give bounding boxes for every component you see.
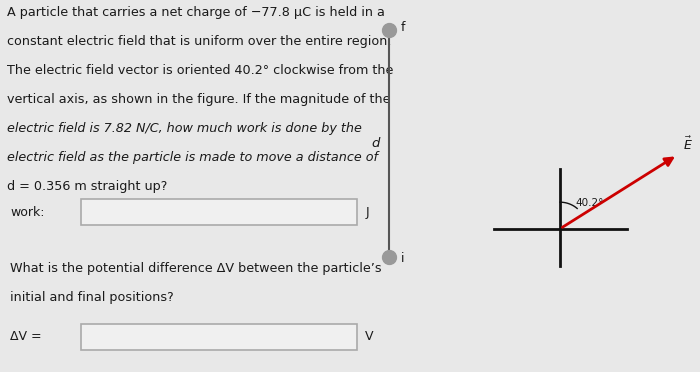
Text: What is the potential difference ΔV between the particle’s: What is the potential difference ΔV betw… — [10, 262, 382, 275]
FancyBboxPatch shape — [80, 324, 357, 350]
Text: J: J — [365, 206, 369, 218]
FancyBboxPatch shape — [80, 199, 357, 225]
Text: ΔV =: ΔV = — [10, 330, 42, 343]
Text: constant electric field that is uniform over the entire region.: constant electric field that is uniform … — [7, 35, 391, 48]
Text: The electric field vector is oriented 40.2° clockwise from the: The electric field vector is oriented 40… — [7, 64, 393, 77]
Text: V: V — [365, 330, 374, 343]
Text: work:: work: — [10, 206, 45, 218]
Text: d: d — [371, 137, 379, 150]
Text: electric field as the particle is made to move a distance of: electric field as the particle is made t… — [7, 151, 378, 164]
Text: initial and final positions?: initial and final positions? — [10, 291, 174, 304]
Text: d = 0.356 m straight up?: d = 0.356 m straight up? — [7, 180, 167, 193]
Text: electric field is 7.82 N/C, how much work is done by the: electric field is 7.82 N/C, how much wor… — [7, 122, 362, 135]
Text: 40.2°: 40.2° — [575, 199, 604, 208]
Text: A particle that carries a net charge of −77.8 μC is held in a: A particle that carries a net charge of … — [7, 6, 385, 19]
Text: vertical axis, as shown in the figure. If the magnitude of the: vertical axis, as shown in the figure. I… — [7, 93, 391, 106]
Text: f: f — [401, 22, 405, 34]
Text: $\vec{E}$: $\vec{E}$ — [683, 136, 693, 153]
Text: i: i — [401, 252, 405, 265]
